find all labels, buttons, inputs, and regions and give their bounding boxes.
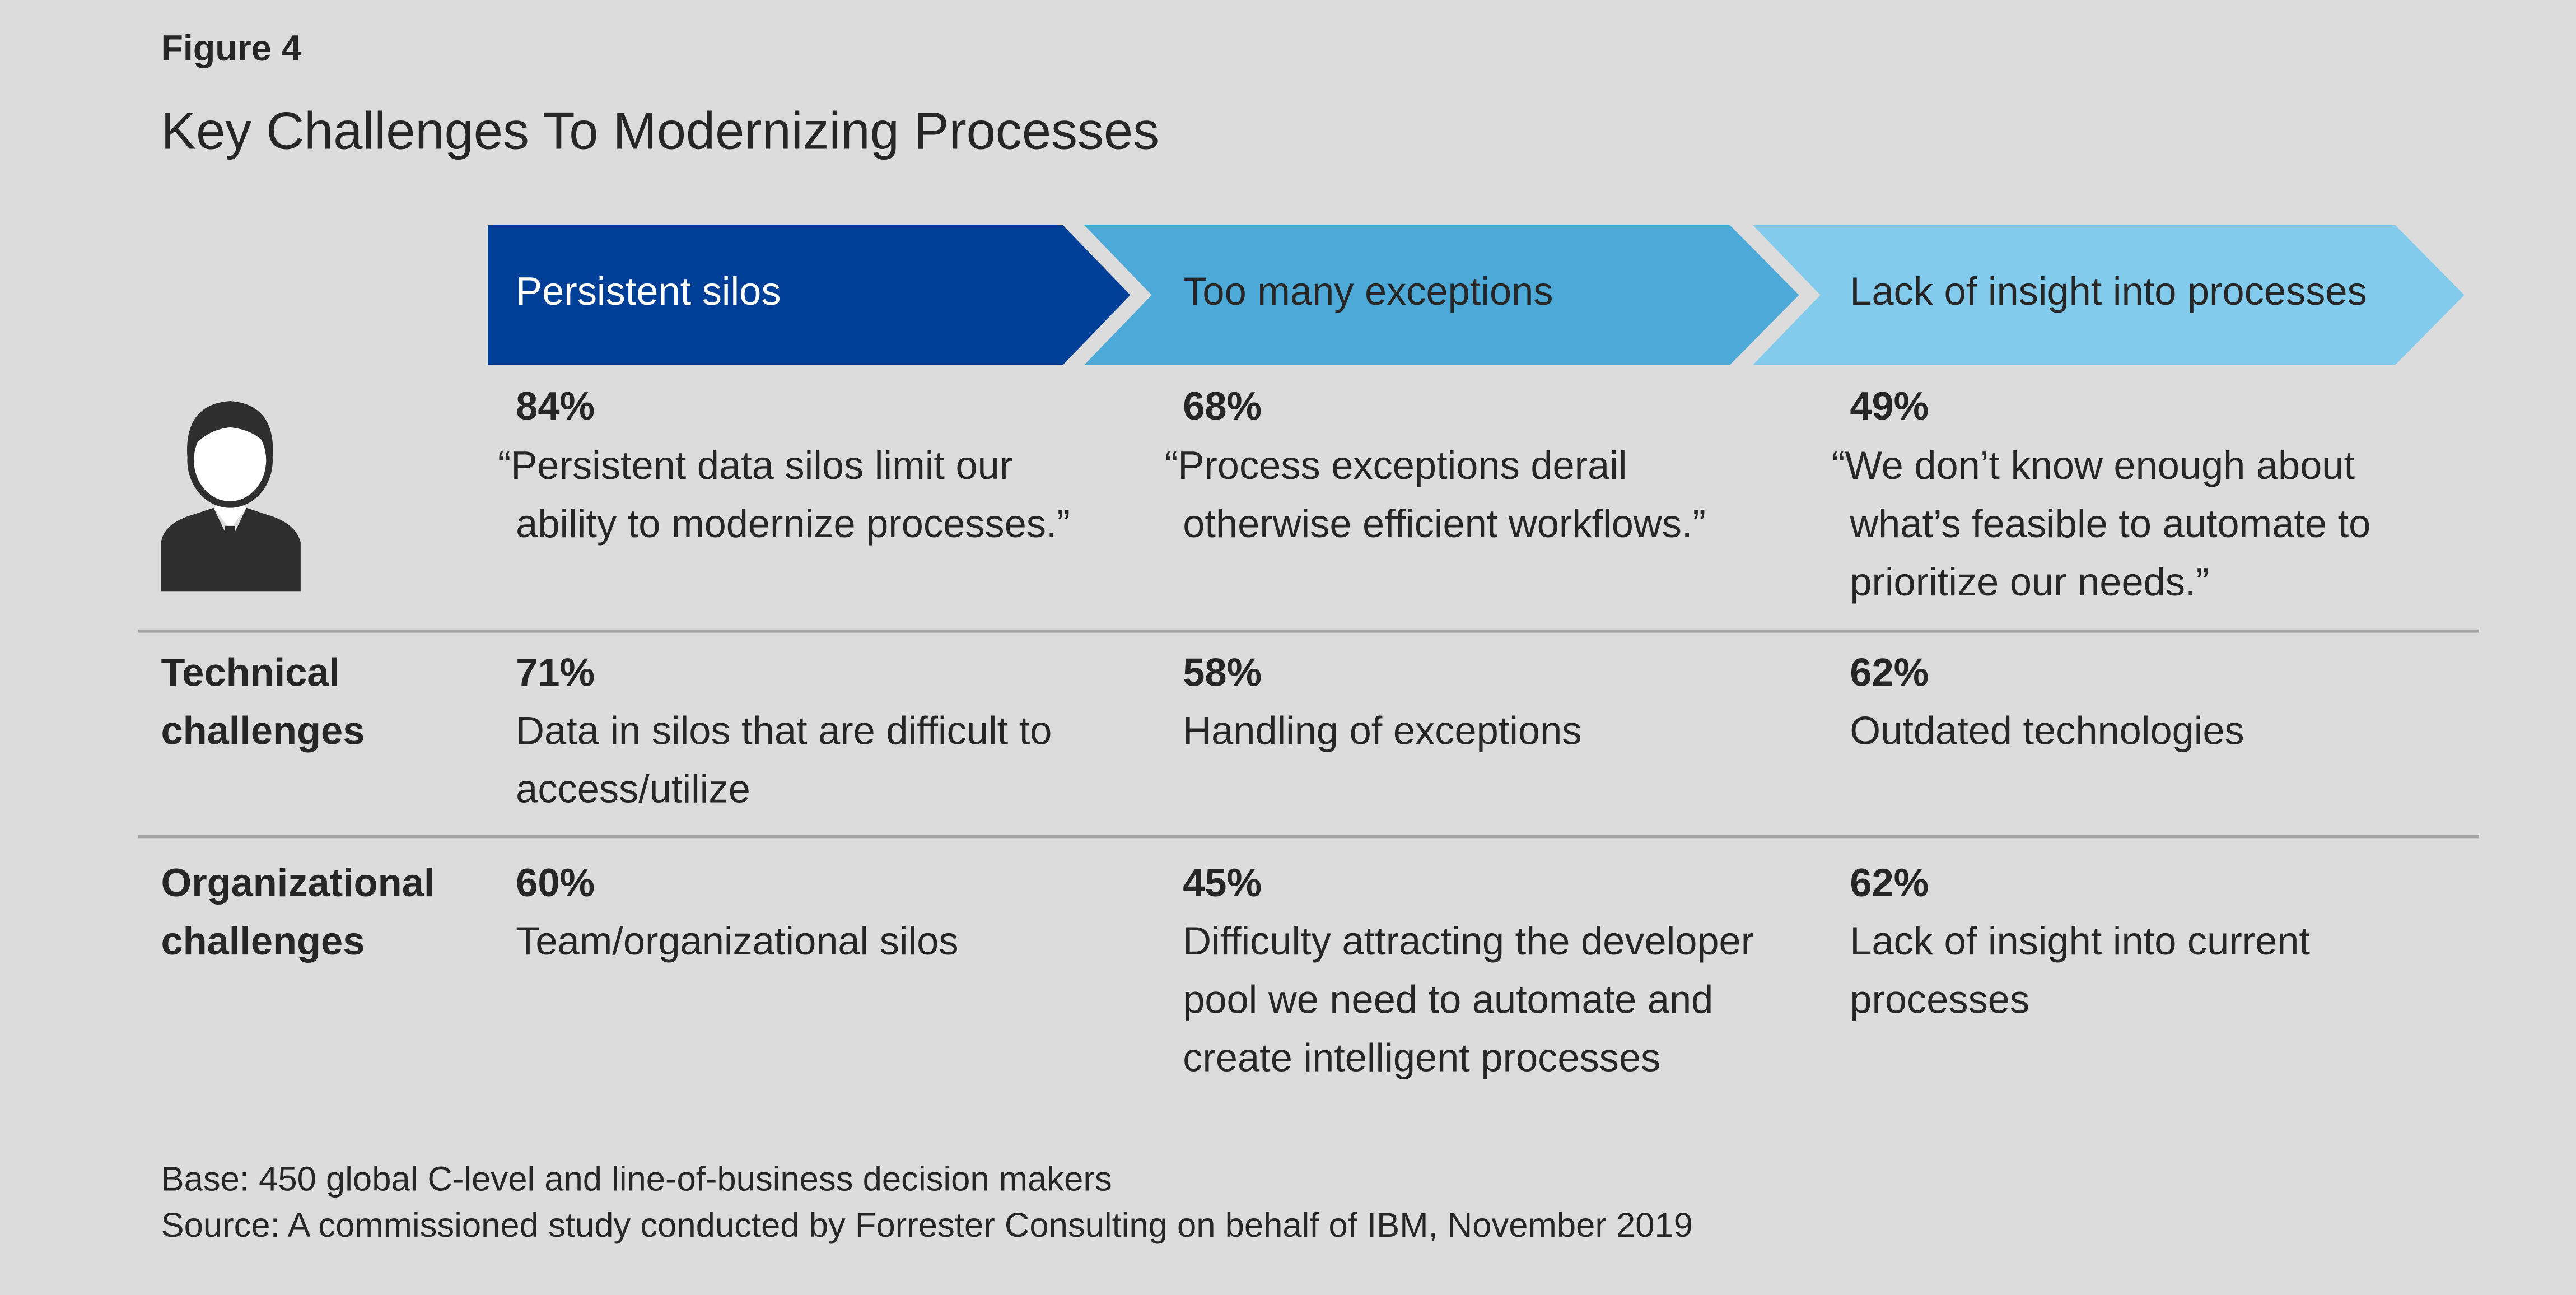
chevron: [1753, 225, 2465, 365]
cell-text: Difficulty attracting the developer: [1183, 919, 1754, 963]
quote-line: otherwise efficient workflows.”: [1183, 501, 1706, 546]
figure-label: Figure 4: [161, 28, 302, 68]
chevron: [488, 225, 1131, 365]
percentage: 62%: [1850, 860, 1929, 905]
row-label: challenges: [161, 919, 365, 963]
percentage: 68%: [1183, 384, 1262, 428]
cell-text: processes: [1850, 977, 2029, 1021]
percentage: 71%: [516, 650, 595, 694]
percentage: 62%: [1850, 650, 1929, 694]
cell-text: create intelligent processes: [1183, 1035, 1660, 1079]
quote-line: what’s feasible to automate to: [1849, 501, 2370, 546]
hair: [187, 400, 273, 457]
footnote: Source: A commissioned study conducted b…: [161, 1206, 1693, 1245]
cell-text: access/utilize: [516, 767, 750, 811]
tie: [222, 525, 239, 585]
percentage: 84%: [516, 384, 595, 428]
row-label: Technical: [161, 650, 340, 694]
quote-line: “Process exceptions derail: [1165, 443, 1627, 487]
column-header: Too many exceptions: [1183, 269, 1553, 313]
cell-text: Data in silos that are difficult to: [516, 709, 1052, 753]
row-label: Organizational: [161, 860, 435, 905]
quote-line: prioritize our needs.”: [1850, 560, 2209, 604]
percentage: 49%: [1850, 384, 1929, 428]
cell-text: pool we need to automate and: [1183, 977, 1713, 1021]
percentage: 60%: [516, 860, 595, 905]
column-header: Persistent silos: [516, 269, 781, 313]
row-label: challenges: [161, 709, 365, 753]
quote-line: “Persistent data silos limit our: [498, 443, 1012, 487]
cell-text: Handling of exceptions: [1183, 709, 1581, 753]
column-header: Lack of insight into processes: [1850, 269, 2367, 313]
percentage: 45%: [1183, 860, 1262, 905]
percentage: 58%: [1183, 650, 1262, 694]
person-icon: [161, 400, 301, 592]
footnote: Base: 450 global C-level and line-of-bus…: [161, 1160, 1112, 1199]
title: Key Challenges To Modernizing Processes: [161, 101, 1160, 160]
cell-text: Outdated technologies: [1850, 709, 2244, 753]
cell-text: Team/organizational silos: [516, 919, 958, 963]
quote-line: ability to modernize processes.”: [516, 501, 1070, 546]
collar: [213, 502, 247, 529]
chevron: [1084, 225, 1799, 365]
quote-line: “We don’t know enough about: [1832, 443, 2355, 487]
cell-text: Lack of insight into current: [1850, 919, 2310, 963]
